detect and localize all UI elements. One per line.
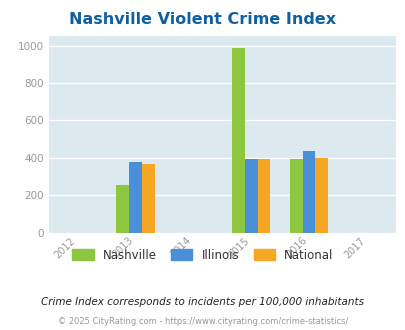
Bar bbox=[302, 151, 315, 233]
Bar bbox=[257, 159, 270, 233]
Text: © 2025 CityRating.com - https://www.cityrating.com/crime-statistics/: © 2025 CityRating.com - https://www.city… bbox=[58, 317, 347, 326]
Bar bbox=[315, 158, 327, 233]
Bar bbox=[116, 185, 129, 233]
Text: Nashville Violent Crime Index: Nashville Violent Crime Index bbox=[69, 12, 336, 26]
Bar bbox=[129, 162, 141, 233]
Bar bbox=[141, 164, 154, 233]
Bar bbox=[289, 159, 302, 233]
Bar bbox=[232, 48, 244, 233]
Legend: Nashville, Illinois, National: Nashville, Illinois, National bbox=[67, 244, 338, 266]
Text: Crime Index corresponds to incidents per 100,000 inhabitants: Crime Index corresponds to incidents per… bbox=[41, 297, 364, 307]
Bar bbox=[244, 159, 257, 233]
